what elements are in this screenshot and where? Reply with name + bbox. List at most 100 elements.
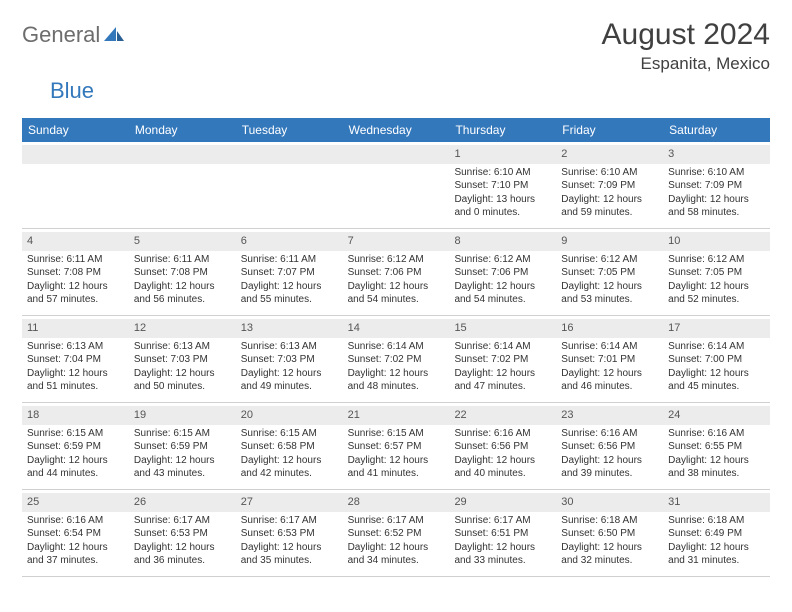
daylight-line: and 54 minutes. — [348, 293, 445, 307]
day-num-band — [22, 145, 129, 164]
day-cell: 23Sunrise: 6:16 AMSunset: 6:56 PMDayligh… — [556, 403, 663, 489]
calendar: Sunday Monday Tuesday Wednesday Thursday… — [22, 118, 770, 577]
day-number: 10 — [668, 235, 680, 247]
day-number — [348, 148, 351, 160]
daylight-line: and 50 minutes. — [134, 380, 231, 394]
sunrise-line: Sunrise: 6:12 AM — [561, 253, 658, 267]
sunset-line: Sunset: 7:09 PM — [668, 179, 765, 193]
daylight-line: Daylight: 12 hours — [561, 280, 658, 294]
day-cell: 20Sunrise: 6:15 AMSunset: 6:58 PMDayligh… — [236, 403, 343, 489]
day-number: 19 — [134, 409, 146, 421]
day-number: 14 — [348, 322, 360, 334]
sunset-line: Sunset: 7:05 PM — [561, 266, 658, 280]
day-number: 12 — [134, 322, 146, 334]
daylight-line: Daylight: 12 hours — [454, 367, 551, 381]
dow-thursday: Thursday — [449, 118, 556, 142]
day-number: 30 — [561, 496, 573, 508]
day-number: 23 — [561, 409, 573, 421]
day-num-band: 20 — [236, 406, 343, 425]
daylight-line: and 47 minutes. — [454, 380, 551, 394]
page: General August 2024 Espanita, Mexico Gen… — [0, 0, 792, 595]
daylight-line: Daylight: 12 hours — [241, 280, 338, 294]
daylight-line: and 48 minutes. — [348, 380, 445, 394]
day-number: 5 — [134, 235, 140, 247]
day-num-band: 14 — [343, 319, 450, 338]
daylight-line: and 36 minutes. — [134, 554, 231, 568]
day-cell: 19 Sunrise: 6:15 AMSunset: 6:59 PMDayligh… — [129, 403, 236, 489]
sunrise-line: Sunrise: 6:16 AM — [561, 427, 658, 441]
daylight-line: Daylight: 12 hours — [241, 541, 338, 555]
sunrise-line: Sunrise: 6:18 AM — [561, 514, 658, 528]
daylight-line: Daylight: 12 hours — [561, 367, 658, 381]
sunrise-line: Sunrise: 6:13 AM — [241, 340, 338, 354]
day-num-band: 12 — [129, 319, 236, 338]
day-cell: 3Sunrise: 6:10 AMSunset: 7:09 PMDaylight… — [663, 142, 770, 228]
sunrise-line: Sunrise: 6:15 AM — [134, 427, 231, 441]
month-title: August 2024 — [602, 18, 770, 52]
day-num-band: 19 — [129, 406, 236, 425]
daylight-line: Daylight: 12 hours — [27, 280, 124, 294]
logo-text-general: General — [22, 22, 100, 48]
day-number: 18 — [27, 409, 39, 421]
sunset-line: Sunset: 6:58 PM — [241, 440, 338, 454]
daylight-line: Daylight: 12 hours — [134, 454, 231, 468]
daylight-line: Daylight: 12 hours — [668, 454, 765, 468]
day-number: 9 — [561, 235, 567, 247]
sunrise-line: Sunrise: 6:17 AM — [348, 514, 445, 528]
day-num-band: 18 — [22, 406, 129, 425]
day-num-band: 30 — [556, 493, 663, 512]
daylight-line: Daylight: 12 hours — [241, 367, 338, 381]
day-num-band: 27 — [236, 493, 343, 512]
sunset-line: Sunset: 7:08 PM — [134, 266, 231, 280]
sunset-line: Sunset: 7:08 PM — [27, 266, 124, 280]
day-cell: 12Sunrise: 6:13 AMSunset: 7:03 PMDayligh… — [129, 316, 236, 402]
daylight-line: and 57 minutes. — [27, 293, 124, 307]
sunrise-line: Sunrise: 6:11 AM — [241, 253, 338, 267]
dow-row: Sunday Monday Tuesday Wednesday Thursday… — [22, 118, 770, 142]
day-number: 31 — [668, 496, 680, 508]
day-cell: 1Sunrise: 6:10 AMSunset: 7:10 PMDaylight… — [449, 142, 556, 228]
daylight-line: and 51 minutes. — [27, 380, 124, 394]
day-cell: 6Sunrise: 6:11 AMSunset: 7:07 PMDaylight… — [236, 229, 343, 315]
daylight-line: and 0 minutes. — [454, 206, 551, 220]
sunrise-line: Sunrise: 6:10 AM — [454, 166, 551, 180]
day-cell: 7Sunrise: 6:12 AMSunset: 7:06 PMDaylight… — [343, 229, 450, 315]
day-number — [134, 148, 137, 160]
day-cell: 16Sunrise: 6:14 AMSunset: 7:01 PMDayligh… — [556, 316, 663, 402]
sunset-line: Sunset: 7:06 PM — [348, 266, 445, 280]
daylight-line: and 39 minutes. — [561, 467, 658, 481]
sunrise-line: Sunrise: 6:15 AM — [241, 427, 338, 441]
day-num-band: 13 — [236, 319, 343, 338]
sunrise-line: Sunrise: 6:13 AM — [134, 340, 231, 354]
daylight-line: Daylight: 12 hours — [348, 367, 445, 381]
day-cell: 25Sunrise: 6:16 AMSunset: 6:54 PMDayligh… — [22, 490, 129, 576]
sunset-line: Sunset: 6:55 PM — [668, 440, 765, 454]
day-number: 25 — [27, 496, 39, 508]
dow-friday: Friday — [556, 118, 663, 142]
sunrise-line: Sunrise: 6:15 AM — [27, 427, 124, 441]
week-row: 11Sunrise: 6:13 AMSunset: 7:04 PMDayligh… — [22, 316, 770, 403]
daylight-line: Daylight: 12 hours — [454, 280, 551, 294]
weeks-mount: 1Sunrise: 6:10 AMSunset: 7:10 PMDaylight… — [22, 142, 770, 577]
dow-monday: Monday — [129, 118, 236, 142]
day-number: 29 — [454, 496, 466, 508]
day-number: 3 — [668, 148, 674, 160]
day-cell: 26Sunrise: 6:17 AMSunset: 6:53 PMDayligh… — [129, 490, 236, 576]
day-cell: 9 Sunrise: 6:12 AMSunset: 7:05 PMDaylight… — [556, 229, 663, 315]
day-num-band: 22 — [449, 406, 556, 425]
day-cell: 21Sunrise: 6:15 AMSunset: 6:57 PMDayligh… — [343, 403, 450, 489]
sunset-line: Sunset: 6:59 PM — [134, 440, 231, 454]
sunset-line: Sunset: 6:56 PM — [454, 440, 551, 454]
day-number: 24 — [668, 409, 680, 421]
daylight-line: Daylight: 12 hours — [561, 541, 658, 555]
sunrise-line: Sunrise: 6:10 AM — [561, 166, 658, 180]
day-num-band: 25 — [22, 493, 129, 512]
sunset-line: Sunset: 7:01 PM — [561, 353, 658, 367]
sunset-line: Sunset: 6:50 PM — [561, 527, 658, 541]
day-num-band: 8 — [449, 232, 556, 251]
daylight-line: and 46 minutes. — [561, 380, 658, 394]
logo-text-blue: Blue — [50, 78, 94, 103]
day-num-band — [129, 145, 236, 164]
sunset-line: Sunset: 6:56 PM — [561, 440, 658, 454]
day-number — [27, 148, 30, 160]
